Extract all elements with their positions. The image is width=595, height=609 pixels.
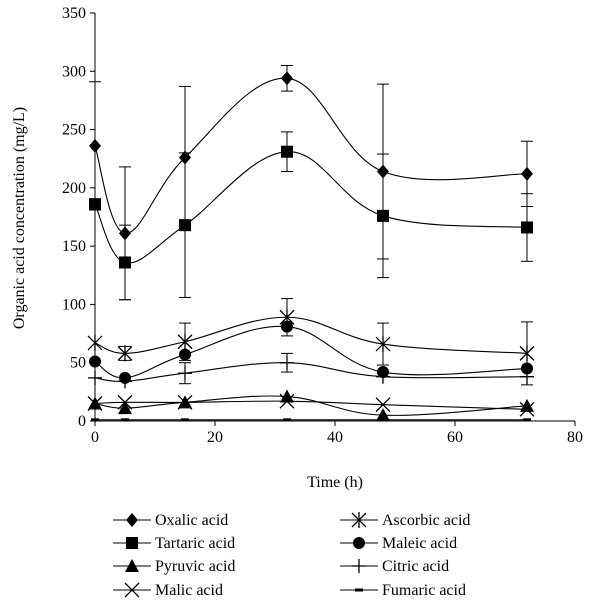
legend-swatch-marker (355, 588, 363, 592)
legend-label: Malic acid (155, 582, 223, 599)
data-point (279, 393, 295, 409)
y-tick-label: 200 (62, 180, 86, 197)
legend-swatch-marker (125, 559, 139, 572)
data-point (281, 71, 293, 86)
axes-layer (94, 13, 575, 422)
legend: Oxalic acid Tartaric acid Pyruvic acid Mali… (113, 512, 470, 599)
y-axis-label: Organic acid concentration (mg/L) (11, 107, 28, 329)
series-line (94, 325, 528, 379)
data-point (375, 336, 391, 353)
data-point (521, 166, 533, 181)
legend-label: Citric acid (382, 558, 449, 575)
legend-item-ascorbic-acid: Ascorbic acid (340, 512, 470, 529)
y-tick-label: 0 (78, 413, 86, 430)
data-point (117, 394, 133, 410)
x-tick-label: 0 (91, 429, 99, 446)
data-point (121, 418, 129, 422)
data-point (281, 320, 293, 333)
legend-label: Fumaric acid (382, 582, 466, 599)
legend-label: Tartaric acid (155, 535, 235, 552)
legend-swatch-marker (352, 559, 366, 573)
series-line (94, 395, 528, 416)
legend-item-maleic-acid: Maleic acid (340, 535, 457, 552)
legend-swatch-marker (126, 513, 138, 527)
legend-item-fumaric-acid: Fumaric acid (340, 582, 466, 599)
series-line (94, 151, 528, 264)
legend-label: Pyruvic acid (155, 558, 235, 575)
x-tick-label: 80 (567, 429, 583, 446)
y-tick-label: 50 (70, 355, 86, 372)
series-line (94, 77, 528, 234)
data-point (179, 219, 191, 232)
y-tick-label: 250 (62, 122, 86, 139)
x-tick-label: 40 (327, 429, 343, 446)
legend-swatch-marker (126, 537, 138, 549)
data-point (519, 401, 535, 417)
data-point (280, 389, 294, 403)
data-point (377, 209, 389, 222)
legend-item-tartaric-acid: Tartaric acid (113, 535, 235, 552)
y-tick-label: 350 (62, 5, 86, 22)
data-point (520, 398, 534, 412)
series-maleic-acid (89, 320, 533, 384)
x-tick-label: 60 (447, 429, 463, 446)
legend-item-malic-acid: Malic acid (113, 582, 223, 599)
data-point (118, 374, 132, 389)
y-tick-label: 300 (62, 63, 86, 80)
tick-layer: 0 50 100 150 200 250 300 350 0 20 40 60 80 (62, 5, 583, 446)
series-ascorbic-acid (87, 298, 535, 386)
data-point (178, 366, 192, 381)
data-point (177, 394, 193, 410)
data-point (283, 418, 291, 422)
legend-label: Ascorbic acid (382, 512, 470, 529)
data-point (281, 145, 293, 158)
data-point (376, 408, 390, 422)
data-point (118, 401, 132, 415)
legend-swatch-marker (351, 512, 367, 528)
series-line (94, 316, 528, 354)
x-tick-label: 20 (207, 429, 223, 446)
series-malic-acid (87, 393, 535, 417)
data-point (177, 333, 193, 350)
data-point (520, 369, 534, 384)
y-tick-label: 150 (62, 238, 86, 255)
legend-item-oxalic-acid: Oxalic acid (113, 512, 228, 529)
x-axis-label: Time (h) (307, 474, 363, 491)
data-point (379, 418, 387, 422)
data-point (519, 345, 535, 362)
data-point (117, 345, 133, 362)
data-point (181, 418, 189, 422)
y-tick-label: 100 (62, 296, 86, 313)
data-point (376, 369, 390, 384)
series-line (94, 362, 528, 383)
data-point (280, 355, 294, 370)
legend-item-citric-acid: Citric acid (340, 558, 449, 575)
legend-swatch-marker (124, 582, 140, 598)
data-point (179, 348, 191, 361)
legend-item-pyruvic-acid: Pyruvic acid (113, 558, 235, 575)
data-point (523, 418, 531, 422)
legend-label: Oxalic acid (155, 512, 228, 529)
legend-label: Maleic acid (382, 535, 457, 552)
series-oxalic-acid (89, 64, 533, 301)
series-citric-acid (88, 352, 534, 389)
series-pyruvic-acid (88, 389, 534, 422)
series-layer (87, 64, 535, 422)
series-tartaric-acid (89, 131, 533, 301)
data-point (119, 256, 131, 269)
legend-swatch-marker (353, 537, 365, 549)
data-point (375, 397, 391, 413)
data-point (521, 221, 533, 234)
data-point (521, 362, 533, 375)
